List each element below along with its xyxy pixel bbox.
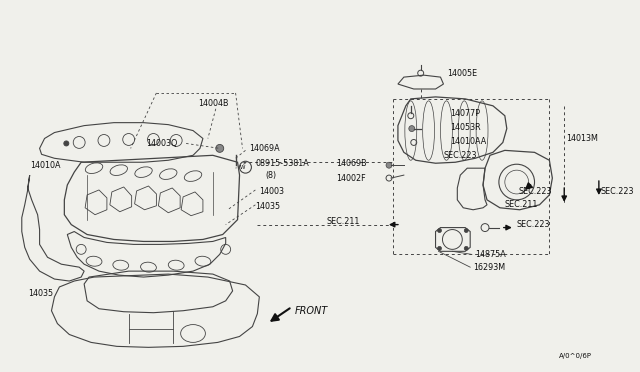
Text: 14003Q: 14003Q <box>147 139 178 148</box>
Text: 14875A: 14875A <box>475 250 506 259</box>
Text: 14003: 14003 <box>259 187 284 196</box>
Circle shape <box>386 162 392 168</box>
Text: 14005E: 14005E <box>447 69 477 78</box>
Text: A/0^0/6P: A/0^0/6P <box>559 353 592 359</box>
Text: SEC.223: SEC.223 <box>444 151 477 160</box>
Text: SEC.211: SEC.211 <box>326 217 360 226</box>
Text: SEC.211: SEC.211 <box>505 200 538 209</box>
Text: 14010AA: 14010AA <box>451 137 486 146</box>
Text: 08915-5381A: 08915-5381A <box>255 159 309 168</box>
Circle shape <box>64 141 68 146</box>
Text: (8): (8) <box>266 171 276 180</box>
Text: W: W <box>240 165 245 170</box>
Circle shape <box>216 144 224 153</box>
Text: SEC.223: SEC.223 <box>518 187 552 196</box>
Text: 14002F: 14002F <box>337 174 366 183</box>
Circle shape <box>438 228 442 232</box>
Text: SEC.223: SEC.223 <box>516 220 550 229</box>
Text: 14077P: 14077P <box>451 109 481 118</box>
Circle shape <box>464 228 468 232</box>
Circle shape <box>438 246 442 250</box>
Text: FRONT: FRONT <box>295 306 328 316</box>
Circle shape <box>409 126 415 132</box>
Text: 16293M: 16293M <box>473 263 505 272</box>
Text: 14010A: 14010A <box>29 161 60 170</box>
Circle shape <box>464 246 468 250</box>
Text: 14053R: 14053R <box>451 123 481 132</box>
Text: 14035: 14035 <box>255 202 280 211</box>
Text: 14004B: 14004B <box>198 99 228 108</box>
Text: 14035: 14035 <box>28 289 53 298</box>
Text: SEC.223: SEC.223 <box>601 187 634 196</box>
Text: 14013M: 14013M <box>566 134 598 143</box>
Text: 14069B: 14069B <box>337 159 367 168</box>
Text: 14069A: 14069A <box>250 144 280 153</box>
